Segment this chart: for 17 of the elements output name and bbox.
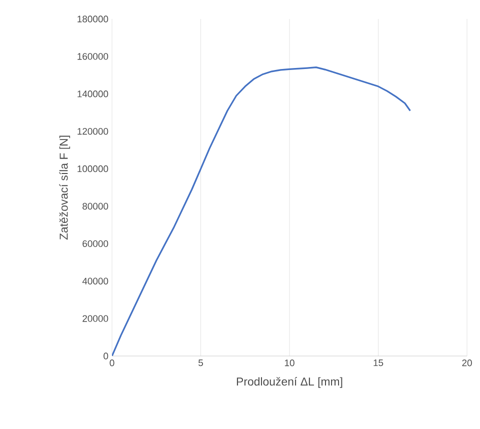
x-tick-label: 5 — [198, 360, 203, 366]
y-tick-label: 140000 — [78, 90, 108, 98]
y-axis-title: Zatěžovací síla F [N] — [59, 136, 70, 240]
x-axis-title: Prodloužení ΔL [mm] — [236, 377, 342, 388]
x-tick-label: 20 — [462, 360, 472, 366]
y-tick-label: 60000 — [82, 240, 108, 248]
y-tick-label: 100000 — [78, 165, 108, 172]
y-tick-label: 20000 — [82, 315, 108, 322]
y-tick-label: 0 — [104, 352, 108, 360]
x-tick-label: 10 — [284, 360, 294, 366]
y-tick-label: 160000 — [78, 53, 108, 60]
x-tick-label: 15 — [374, 360, 384, 366]
y-tick-label: 120000 — [78, 128, 108, 135]
x-tick-label: 0 — [110, 360, 114, 366]
y-tick-label: 180000 — [78, 16, 108, 22]
y-tick-label: 40000 — [82, 278, 108, 284]
y-tick-label: 80000 — [82, 202, 108, 210]
